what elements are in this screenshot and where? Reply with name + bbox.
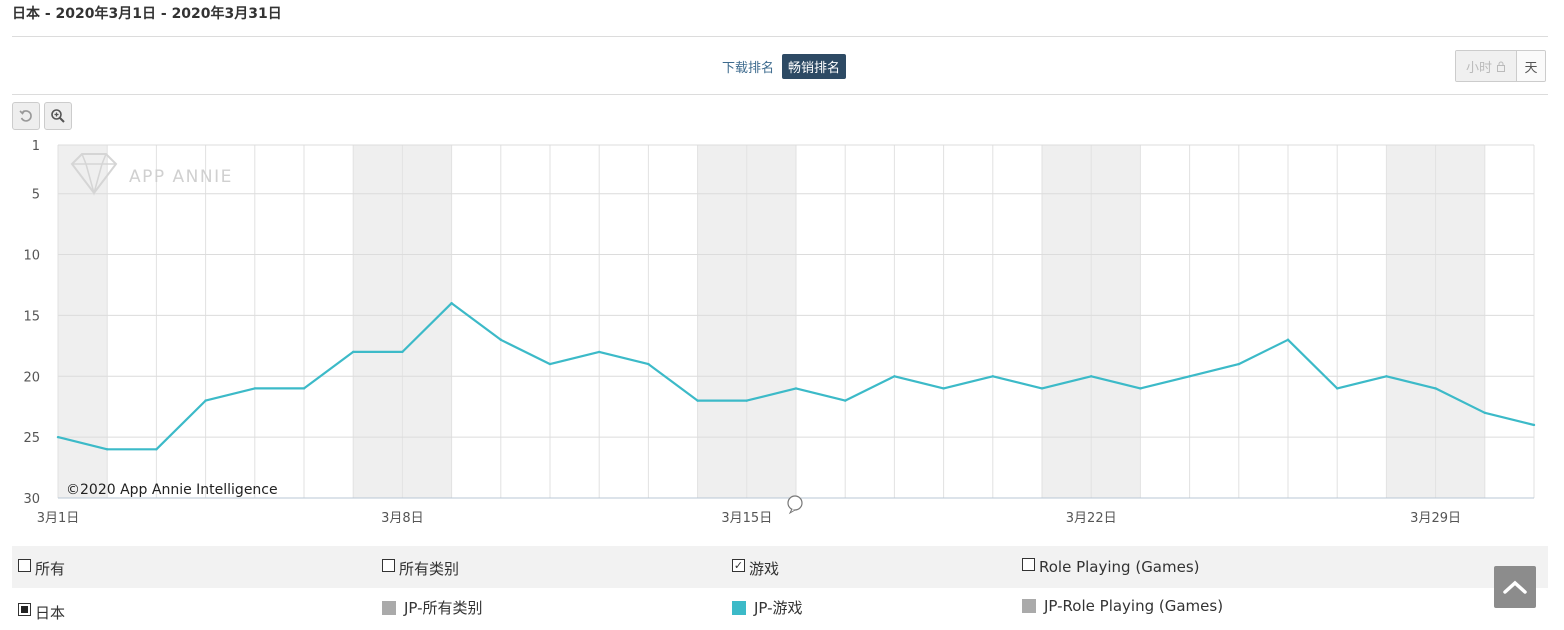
data-point	[1188, 375, 1191, 378]
data-point	[1336, 387, 1339, 390]
checkbox-checked[interactable]: ✓	[732, 559, 745, 572]
scroll-to-top-button[interactable]	[1494, 566, 1536, 608]
data-point	[352, 350, 355, 354]
legend-all-categories[interactable]: 所有类别	[382, 558, 459, 579]
hour-label: 小时	[1465, 60, 1492, 76]
tab-downloads-rank[interactable]: 下载排名	[722, 61, 775, 76]
watermark-brand: APP ANNIE	[129, 167, 233, 187]
event-marker-tail	[788, 508, 796, 515]
zoom-button[interactable]	[44, 102, 72, 130]
arrow-up-icon	[1503, 580, 1527, 594]
x-tick-label: 3月15日	[721, 511, 772, 526]
copyright-label: ©2020 App Annie Intelligence	[66, 482, 278, 498]
legend-label: 所有类别	[399, 560, 460, 578]
legend-label: Role Playing (Games)	[1039, 558, 1200, 576]
data-point	[56, 435, 60, 439]
data-point	[844, 399, 847, 402]
reset-zoom-button[interactable]	[12, 102, 40, 130]
data-point	[450, 302, 453, 305]
app-annie-logo-facets	[72, 153, 116, 196]
legend-series-jp-role-playing[interactable]: JP-Role Playing (Games)	[1022, 597, 1223, 615]
data-point	[745, 399, 748, 402]
data-point	[1090, 375, 1093, 378]
data-point	[106, 448, 109, 451]
legend-role-playing[interactable]: Role Playing (Games)	[1022, 557, 1200, 576]
data-point	[991, 375, 994, 378]
data-point	[1040, 387, 1044, 390]
y-tick-label: 30	[23, 492, 40, 507]
x-tick-label: 3月8日	[381, 511, 424, 526]
data-point	[696, 399, 699, 402]
legend-label: JP-所有类别	[404, 599, 483, 617]
series-swatch	[382, 600, 396, 615]
page-title: 日本 - 2020年3月1日 - 2020年3月31日	[12, 6, 282, 22]
zoom-icon	[51, 109, 65, 123]
data-point	[155, 448, 158, 451]
legend-label: 日本	[35, 604, 66, 622]
data-point	[401, 350, 404, 354]
series-swatch	[732, 600, 746, 615]
legend-label: 所有	[35, 560, 66, 578]
y-tick-label: 1	[32, 139, 40, 154]
legend-series-jp-games[interactable]: JP-游戏	[732, 597, 803, 618]
legend-series-row: 日本 JP-所有类别 JP-游戏 JP-Role Playing (Games)	[12, 588, 1548, 630]
data-point	[893, 375, 896, 378]
y-tick-label: 15	[23, 309, 40, 324]
rank-type-tabs: 下载排名 畅销排名	[716, 54, 847, 79]
event-marker-icon	[787, 495, 803, 511]
hour-button[interactable]: 小时	[1456, 51, 1516, 81]
data-point	[647, 362, 650, 366]
data-point	[1532, 423, 1536, 427]
legend-series-jp-all[interactable]: JP-所有类别	[382, 597, 483, 618]
data-point	[942, 387, 945, 390]
x-tick-label: 3月22日	[1066, 511, 1117, 526]
legend-all[interactable]: 所有	[18, 558, 65, 579]
data-point	[794, 387, 798, 390]
legend-label: JP-Role Playing (Games)	[1044, 597, 1224, 615]
divider	[12, 94, 1548, 95]
data-point	[1385, 375, 1388, 378]
data-point	[598, 350, 601, 354]
data-point	[302, 387, 306, 390]
checkbox[interactable]	[1022, 557, 1035, 571]
checkbox-filled[interactable]	[18, 603, 31, 616]
y-tick-label: 5	[32, 188, 40, 203]
legend-label: JP-游戏	[754, 599, 803, 617]
app-annie-logo	[70, 153, 118, 195]
divider	[12, 36, 1548, 37]
weekend-band	[58, 145, 108, 498]
y-tick-label: 10	[23, 249, 40, 264]
data-point	[499, 338, 502, 341]
legend-games[interactable]: ✓ 游戏	[732, 558, 779, 579]
checkbox[interactable]	[382, 559, 395, 572]
x-tick-label: 3月29日	[1410, 511, 1461, 526]
data-point	[1237, 362, 1241, 366]
data-point	[1483, 411, 1487, 414]
data-point	[1286, 338, 1290, 341]
granularity-toggle: 小时 天	[1455, 50, 1546, 82]
legend-japan[interactable]: 日本	[18, 602, 65, 623]
day-button[interactable]: 天	[1516, 51, 1545, 81]
data-point	[1139, 387, 1142, 390]
lock-icon	[1497, 61, 1505, 72]
reset-icon	[19, 110, 32, 122]
x-tick-label: 3月1日	[37, 511, 80, 526]
checkbox[interactable]	[18, 559, 31, 572]
legend-label: 游戏	[749, 560, 780, 578]
data-point	[1434, 387, 1437, 390]
y-tick-label: 25	[23, 431, 40, 446]
data-point	[253, 387, 256, 390]
y-tick-label: 20	[23, 370, 40, 385]
series-swatch	[1022, 599, 1036, 613]
legend-category-row: 所有 所有类别 ✓ 游戏 Role Playing (Games)	[12, 546, 1548, 588]
tab-grossing-rank[interactable]: 畅销排名	[782, 54, 847, 79]
data-point	[204, 399, 207, 402]
data-point	[548, 362, 552, 366]
